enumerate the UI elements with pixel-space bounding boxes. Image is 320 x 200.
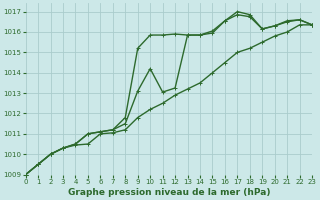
X-axis label: Graphe pression niveau de la mer (hPa): Graphe pression niveau de la mer (hPa)	[68, 188, 270, 197]
